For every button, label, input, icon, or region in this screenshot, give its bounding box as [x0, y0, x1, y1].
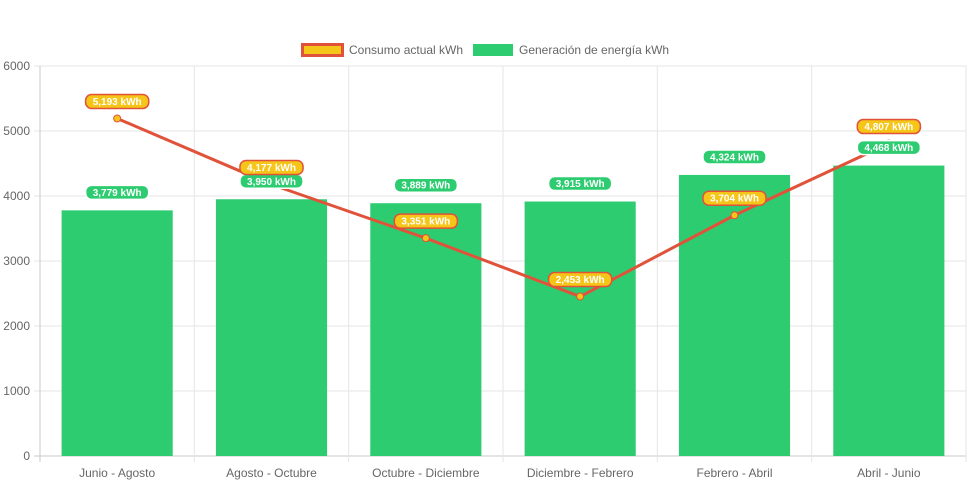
y-tick-label: 0	[23, 449, 30, 463]
x-tick-label: Febrero - Abril	[696, 466, 772, 480]
bar-data-label: 3,915 kWh	[547, 175, 613, 192]
bar-data-label: 3,950 kWh	[239, 173, 304, 189]
line-point[interactable]	[730, 211, 739, 220]
line-data-label: 5,193 kWh	[84, 93, 150, 110]
grid	[34, 65, 967, 462]
line-data-label: 3,704 kWh	[702, 190, 767, 206]
bar[interactable]	[215, 199, 328, 456]
line-point[interactable]	[576, 292, 585, 301]
line-data-label: 3,351 kWh	[393, 213, 459, 229]
bar-data-label-text: 3,889 kWh	[401, 181, 450, 192]
x-tick-label: Abril - Junio	[857, 466, 921, 480]
bar-data-label-text: 4,468 kWh	[864, 143, 913, 154]
bar[interactable]	[678, 174, 791, 456]
y-tick-label: 4000	[3, 189, 30, 203]
bar-data-label-box	[393, 177, 459, 193]
bar-data-label: 4,468 kWh	[856, 139, 922, 156]
bar-data-label-box	[702, 149, 767, 165]
line-data-label-text: 4,177 kWh	[247, 163, 296, 174]
y-tick-label: 1000	[3, 384, 30, 398]
axes: 0 1000 2000 3000 4000 5000 6000 Junio - Agosto A…	[3, 59, 921, 480]
line-data-label-box	[547, 271, 613, 288]
x-tick-label: Diciembre - Febrero	[527, 466, 634, 480]
legend-label-generacion: Generación de energía kWh	[519, 43, 669, 57]
bar-data-label-text: 4,324 kWh	[710, 152, 759, 163]
bar-data-label-box	[856, 139, 922, 156]
line-data-label-box	[856, 118, 922, 135]
bar-data-label-text: 3,915 kWh	[556, 179, 605, 190]
y-tick-label: 5000	[3, 124, 30, 138]
line-data-label: 4,807 kWh	[856, 118, 922, 135]
line-point[interactable]	[421, 234, 430, 243]
x-tick-label: Octubre - Diciembre	[372, 466, 480, 480]
line-data-label-box	[239, 159, 304, 176]
x-tick-label: Agosto - Octubre	[226, 466, 317, 480]
bar-series	[61, 165, 945, 456]
legend[interactable]: Consumo actual kWh Generación de energía …	[301, 43, 670, 57]
line-data-label-box	[84, 93, 150, 110]
bar[interactable]	[524, 201, 636, 456]
bar-data-label-text: 3,950 kWh	[247, 177, 296, 188]
x-tick-label: Junio - Agosto	[79, 466, 155, 480]
line-data-label-text: 4,807 kWh	[864, 122, 913, 133]
line-data-label-text: 2,453 kWh	[556, 275, 605, 286]
line-data-label-box	[393, 213, 459, 229]
bar-data-label-box	[84, 184, 150, 201]
legend-label-consumo: Consumo actual kWh	[349, 43, 463, 57]
line-data-label-text: 3,351 kWh	[401, 217, 450, 228]
y-tick-label: 3000	[3, 254, 30, 268]
legend-item-generacion[interactable]: Generación de energía kWh	[473, 43, 669, 57]
line-data-label-text: 5,193 kWh	[93, 97, 142, 108]
bar-data-label: 4,324 kWh	[702, 149, 767, 165]
legend-item-consumo[interactable]: Consumo actual kWh	[301, 43, 464, 57]
bar[interactable]	[370, 203, 482, 456]
line-data-label-text: 3,704 kWh	[710, 194, 759, 205]
bar-data-label: 3,779 kWh	[84, 184, 150, 201]
data-labels: 3,779 kWh 3,950 kWh 3,889 kWh 3,915 kWh 4,32…	[84, 93, 922, 288]
line-point[interactable]	[113, 114, 122, 123]
bar[interactable]	[61, 210, 173, 456]
bar-data-label: 3,889 kWh	[393, 177, 459, 193]
bar-data-label-box	[547, 175, 613, 192]
y-tick-label: 6000	[3, 59, 30, 73]
legend-swatch-consumo	[301, 43, 344, 57]
bar-data-label-text: 3,779 kWh	[93, 188, 142, 199]
line-data-label-box	[702, 190, 767, 206]
bar[interactable]	[833, 165, 945, 456]
line-data-label: 4,177 kWh	[239, 159, 304, 176]
line-data-label: 2,453 kWh	[547, 271, 613, 288]
legend-swatch-generacion	[473, 44, 513, 56]
y-tick-label: 2000	[3, 319, 30, 333]
